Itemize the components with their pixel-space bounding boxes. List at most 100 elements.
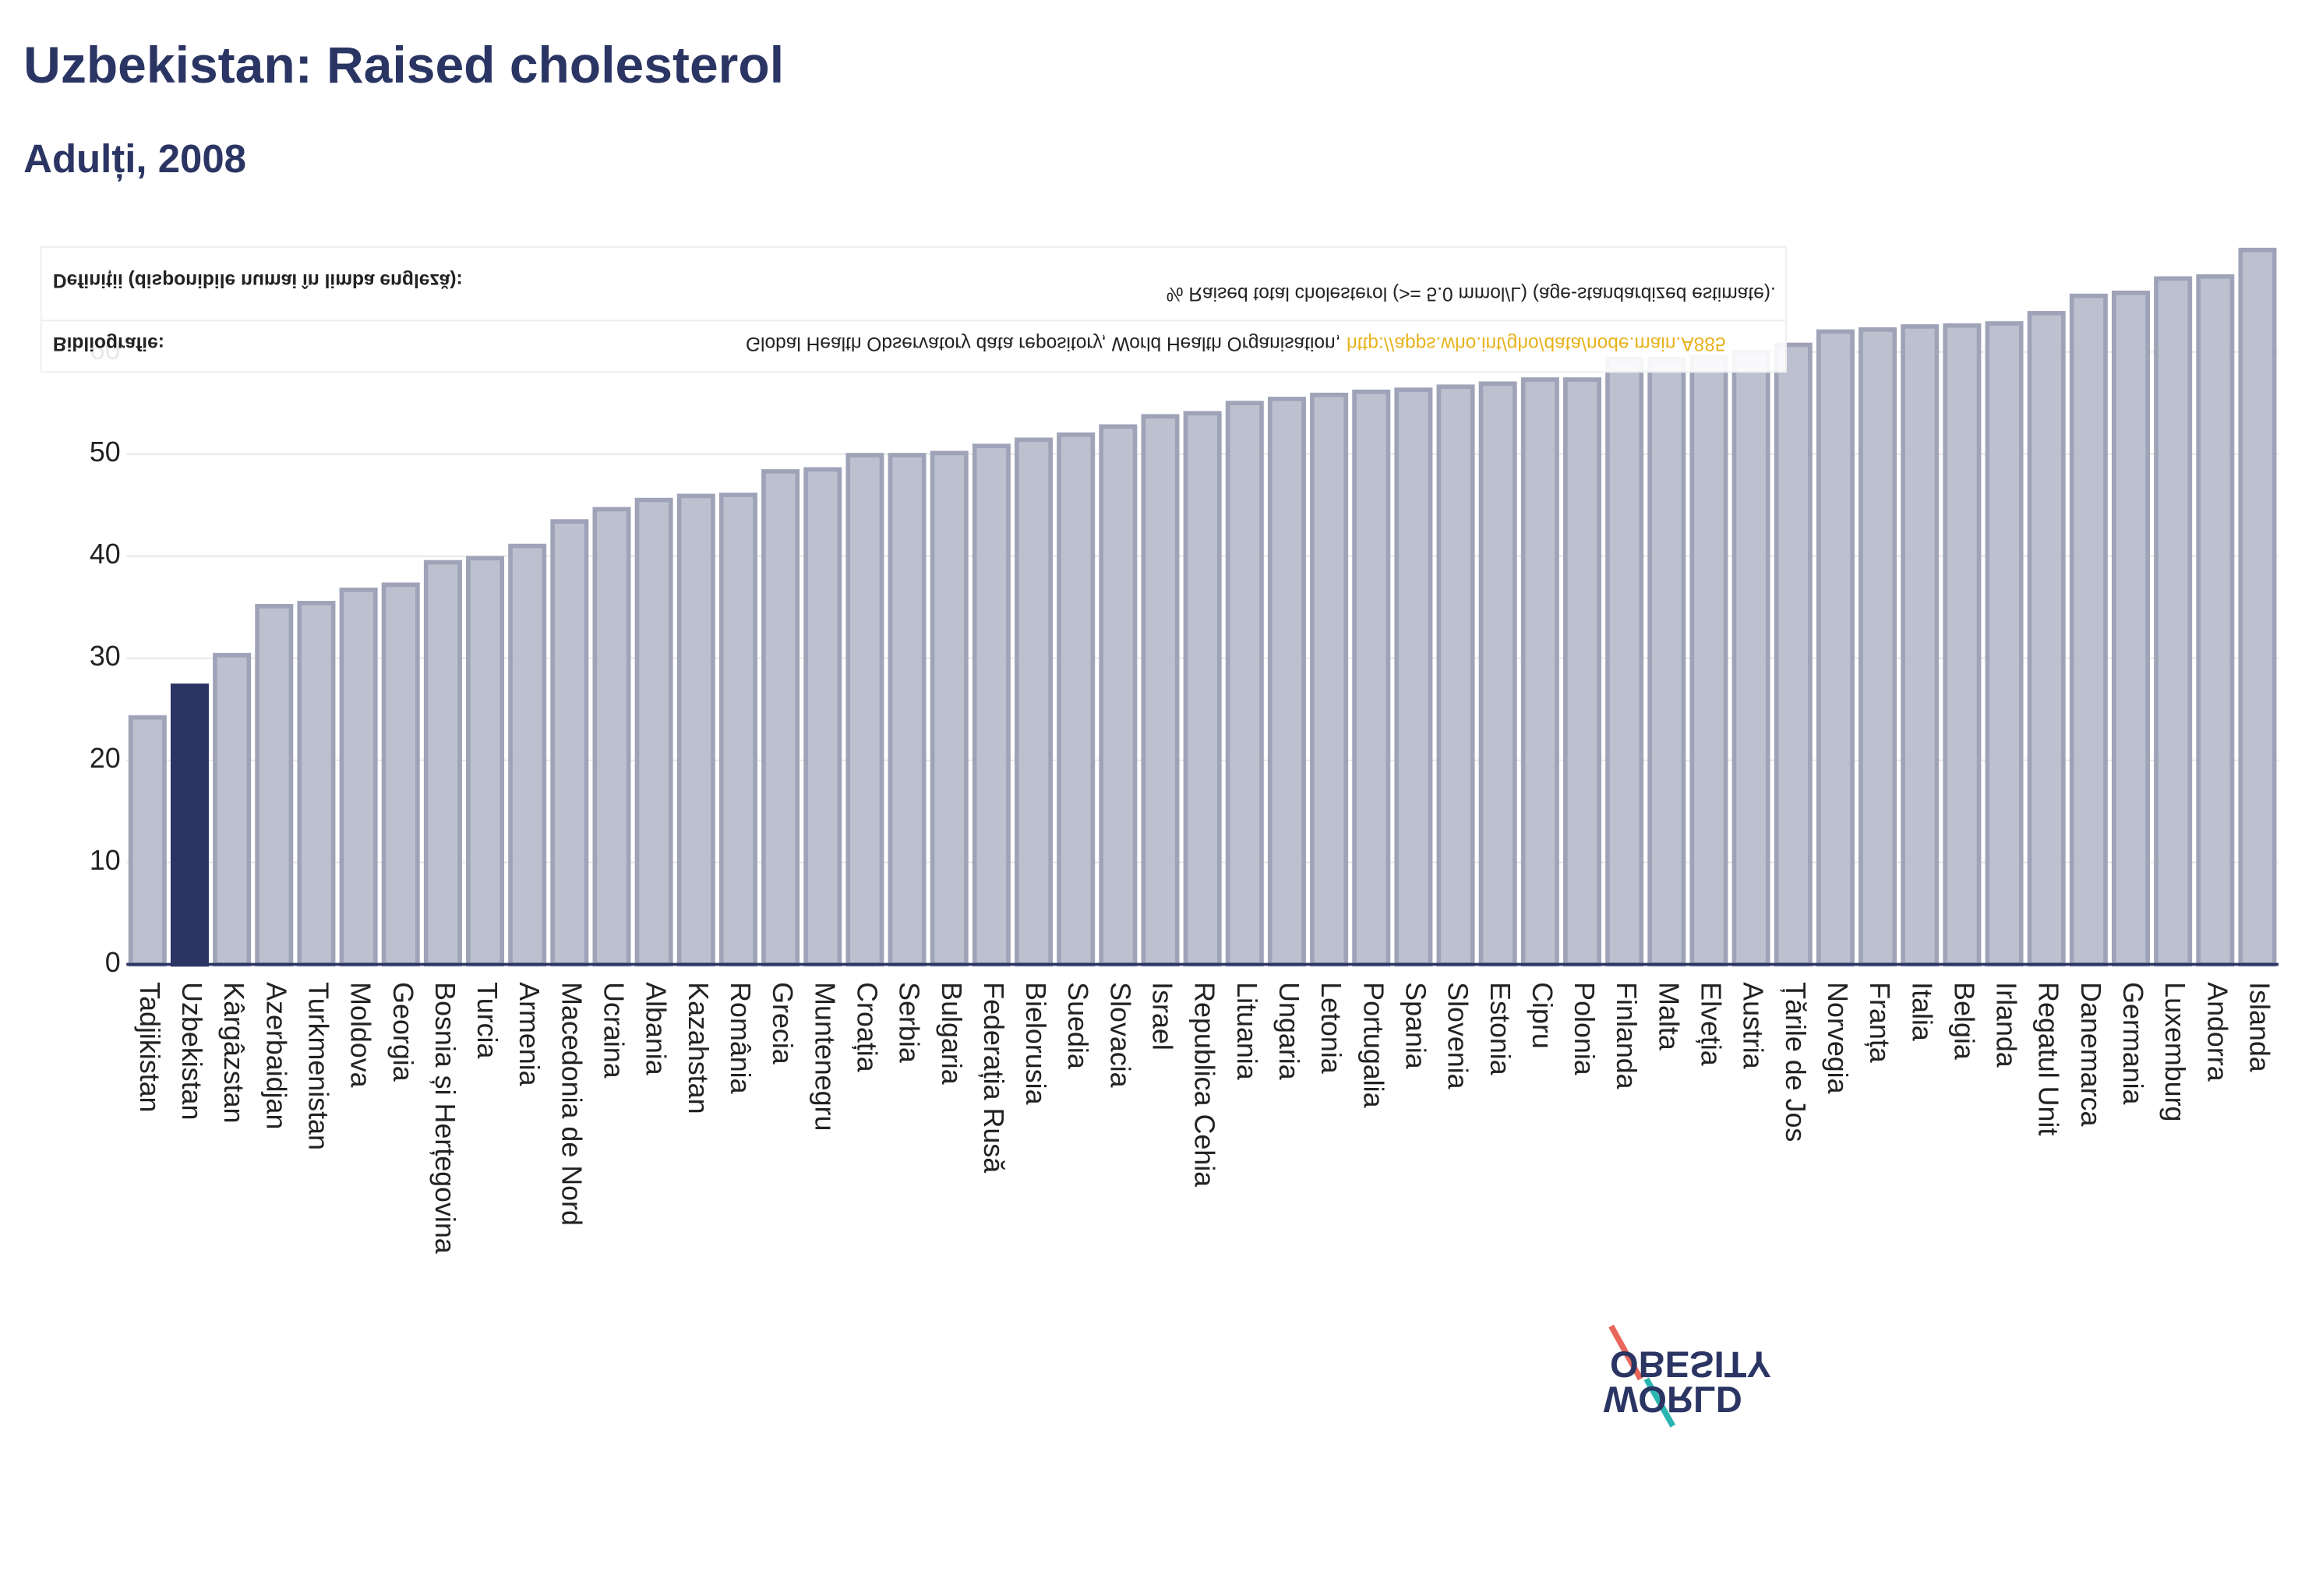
bar xyxy=(1563,377,1602,967)
bar xyxy=(1731,349,1770,967)
y-tick-label: 20 xyxy=(90,743,121,774)
x-tick-label: Tadjikistan xyxy=(134,982,165,1112)
x-tick-label: Ucraina xyxy=(598,982,630,1079)
bar xyxy=(1394,387,1433,967)
x-tick-label: Finlanda xyxy=(1611,982,1642,1089)
logo-text: OBESITY xyxy=(1610,1344,1771,1385)
bar xyxy=(1183,411,1222,967)
tooltip-text: % Raised total cholesterol (>= 5.0 mmol/… xyxy=(1167,283,1776,304)
x-tick-label: Azerbaidjan xyxy=(260,982,291,1129)
x-tick-label: Italia xyxy=(1906,982,1937,1041)
bar xyxy=(1057,432,1096,967)
x-tick-label: Belgia xyxy=(1948,982,1979,1060)
tooltip-box xyxy=(40,246,1788,373)
x-tick-label: Georgia xyxy=(387,982,418,1082)
bar xyxy=(803,467,842,967)
tooltip-label: Definiții (disponibile numai în limba en… xyxy=(53,270,463,291)
bar xyxy=(508,543,547,967)
x-tick-label: Spania xyxy=(1400,982,1431,1069)
bar xyxy=(1015,437,1054,967)
bar xyxy=(592,507,631,967)
chart-title: Uzbekistan: Raised cholesterol xyxy=(23,36,784,94)
x-tick-label: Turkmenistan xyxy=(302,982,334,1150)
x-tick-label: Luxemburg xyxy=(2159,982,2190,1121)
x-tick-label: Regatul Unit xyxy=(2033,982,2064,1135)
tooltip-text: Global Health Observatory data repositor… xyxy=(746,333,1341,354)
x-tick-label: Kazahstan xyxy=(683,982,714,1114)
bar xyxy=(466,556,505,967)
bar xyxy=(1985,321,2024,967)
y-tick-label: 10 xyxy=(90,845,121,876)
bar xyxy=(550,519,589,967)
bar xyxy=(845,453,884,967)
bar xyxy=(761,469,800,967)
x-tick-label: Suedia xyxy=(1062,982,1093,1069)
bar xyxy=(1816,329,1855,967)
x-tick-label: Israel xyxy=(1147,982,1178,1050)
bar xyxy=(1943,323,1982,967)
x-tick-label: Bulgaria xyxy=(936,982,967,1085)
x-tick-label: Cipru xyxy=(1527,982,1558,1049)
bar xyxy=(1225,401,1264,967)
chart-subtitle: Adulți, 2008 xyxy=(23,136,246,182)
x-tick-label: Muntenegru xyxy=(809,982,840,1131)
x-tick-label: Andorra xyxy=(2201,982,2233,1082)
x-tick-label: Malta xyxy=(1653,982,1684,1050)
bar xyxy=(1520,377,1559,967)
x-tick-label: Germania xyxy=(2117,982,2148,1104)
bar xyxy=(1647,357,1686,967)
bar xyxy=(2112,290,2150,967)
x-tick-label: Norvegia xyxy=(1822,982,1853,1093)
x-tick-label: Albania xyxy=(641,982,672,1075)
bar xyxy=(255,603,294,967)
y-tick-label: 30 xyxy=(90,641,121,672)
x-tick-label: Franța xyxy=(1864,982,1895,1063)
bar xyxy=(1774,342,1813,967)
bar xyxy=(930,450,969,967)
bar xyxy=(1478,381,1517,967)
x-tick-label: Republica Cehia xyxy=(1189,982,1220,1187)
x-tick-label: Kârgâzstan xyxy=(218,982,249,1123)
x-tick-label: Letonia xyxy=(1315,982,1347,1074)
bar xyxy=(2027,311,2066,967)
bar xyxy=(2238,247,2277,967)
bar xyxy=(423,560,462,967)
bar xyxy=(2154,276,2193,967)
tooltip-link: http://apps.who.int/gho/data/node.main.A… xyxy=(1347,333,1726,354)
x-tick-label: Portugalia xyxy=(1357,982,1389,1107)
x-tick-label: Moldova xyxy=(345,982,376,1087)
x-tick-label: Estonia xyxy=(1484,982,1516,1075)
x-tick-label: Islanda xyxy=(2243,982,2275,1072)
tooltip-label: Bibliografie: xyxy=(53,333,164,354)
x-tick-label: România xyxy=(725,982,756,1093)
tooltip: Definiții (disponibile numai în limba en… xyxy=(40,246,1788,373)
x-tick-label: Danemarca xyxy=(2075,982,2106,1126)
bar xyxy=(1605,357,1644,967)
bar xyxy=(1901,324,1940,967)
bar xyxy=(1141,414,1180,967)
x-tick-label: Bielorusia xyxy=(1020,982,1051,1104)
x-tick-label: Croația xyxy=(851,982,882,1072)
bar xyxy=(381,582,420,967)
x-tick-label: Turcia xyxy=(471,982,503,1058)
x-tick-label: Grecia xyxy=(767,982,798,1065)
bar xyxy=(888,453,927,967)
x-tick-label: Slovenia xyxy=(1442,982,1474,1089)
x-tick-label: Irlanda xyxy=(1991,982,2022,1068)
logo-slash-bottom xyxy=(1643,1377,1676,1428)
x-tick-label: Uzbekistan xyxy=(176,982,207,1120)
bar xyxy=(676,493,715,967)
bar xyxy=(1099,424,1138,967)
x-tick-label: Macedonia de Nord xyxy=(556,982,587,1226)
x-tick-label: Austria xyxy=(1738,982,1769,1069)
bar xyxy=(1310,392,1349,967)
bar xyxy=(339,588,378,967)
x-tick-label: Polonia xyxy=(1569,982,1600,1075)
bar xyxy=(1267,397,1306,967)
bar xyxy=(1436,384,1475,967)
x-tick-label: Armenia xyxy=(514,982,545,1086)
bar xyxy=(213,652,252,967)
x-tick-label: Ungaria xyxy=(1273,982,1304,1080)
x-tick-label: Lituania xyxy=(1231,982,1262,1080)
